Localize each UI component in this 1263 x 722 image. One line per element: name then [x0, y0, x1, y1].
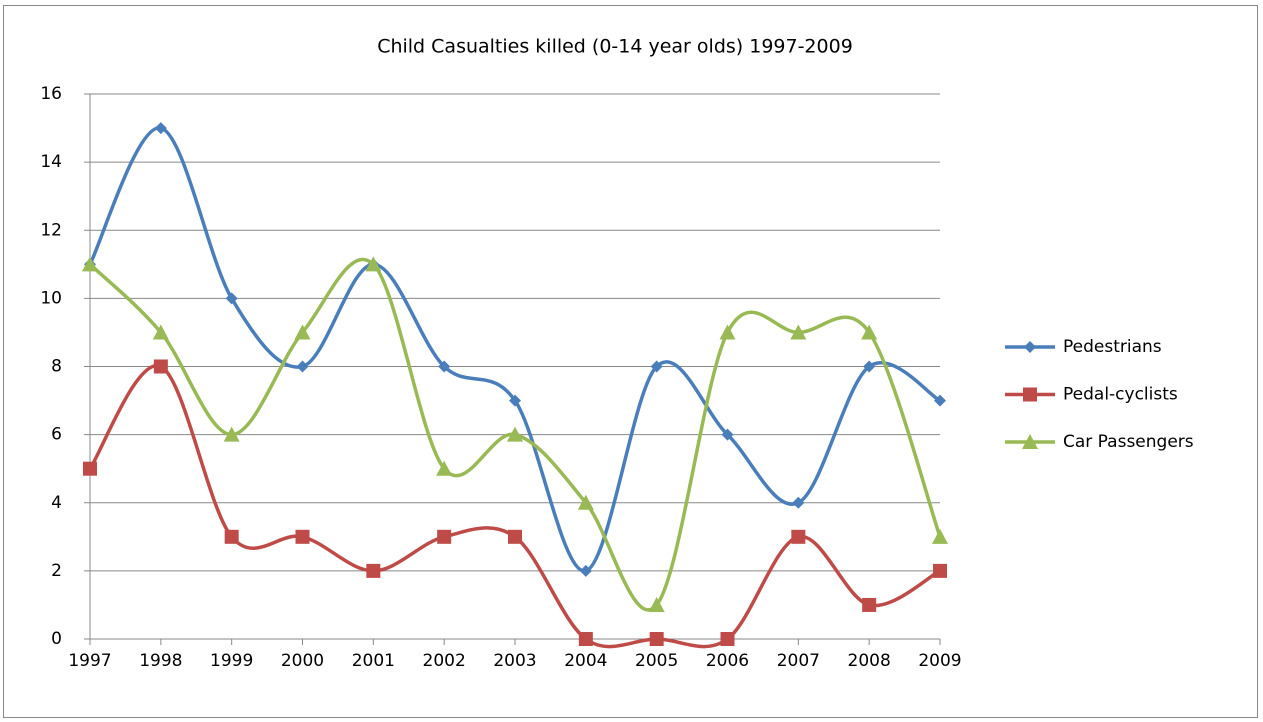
data-point	[863, 360, 876, 373]
data-point	[365, 256, 382, 272]
data-point	[721, 428, 734, 441]
data-point	[720, 632, 735, 646]
x-tick-label: 2007	[777, 651, 820, 671]
x-tick-label: 2004	[564, 651, 607, 671]
data-point	[578, 632, 593, 646]
data-point	[507, 426, 523, 442]
y-tick-label: 12	[40, 220, 62, 240]
data-point	[152, 324, 169, 340]
legend-label: Pedestrians	[1063, 337, 1162, 357]
data-point	[648, 596, 665, 612]
y-tick-label: 2	[51, 561, 62, 581]
data-point	[225, 292, 238, 305]
data-point	[224, 529, 239, 544]
data-point	[366, 563, 381, 578]
data-point	[791, 529, 806, 544]
data-point	[82, 256, 98, 272]
y-tick-label: 4	[51, 493, 62, 513]
y-tick-label: 6	[51, 425, 62, 445]
x-tick-label: 2009	[918, 651, 961, 671]
x-tick-label: 2006	[706, 651, 749, 671]
data-point	[579, 564, 592, 577]
data-point	[577, 494, 594, 510]
x-tick-label: 1998	[139, 651, 182, 671]
x-tick-label: 2000	[281, 651, 324, 671]
data-point	[861, 324, 878, 340]
x-tick-label: 2001	[352, 651, 395, 671]
x-tick-label: 2005	[635, 651, 678, 671]
x-tick-label: 2003	[493, 651, 536, 671]
data-point	[933, 563, 947, 578]
x-tick-label: 1999	[210, 651, 253, 671]
x-tick-label: 2002	[423, 651, 466, 671]
legend-label: Pedal-cyclists	[1063, 385, 1178, 405]
data-point	[932, 528, 948, 544]
data-point	[436, 460, 453, 476]
data-point	[295, 529, 310, 544]
data-point	[296, 360, 309, 373]
data-point	[719, 324, 736, 340]
y-tick-label: 14	[40, 152, 62, 172]
x-tick-label: 2008	[848, 651, 891, 671]
data-point	[154, 122, 167, 135]
legend-marker	[1022, 434, 1038, 449]
chart-frame	[3, 5, 1258, 718]
legend-marker	[1024, 341, 1036, 353]
data-point	[509, 394, 521, 407]
data-point	[862, 597, 877, 612]
y-tick-label: 10	[40, 288, 62, 308]
chart-title: Child Casualties killed (0-14 year olds)…	[377, 36, 853, 58]
data-point	[153, 359, 168, 374]
legend-marker	[1023, 387, 1037, 402]
legend-label: Car Passengers	[1063, 432, 1194, 452]
data-point	[438, 360, 451, 373]
y-tick-label: 0	[51, 629, 62, 649]
data-point	[934, 394, 946, 407]
data-point	[508, 529, 522, 544]
y-tick-label: 16	[40, 84, 62, 104]
data-point	[294, 324, 311, 340]
data-point	[83, 461, 97, 476]
x-tick-label: 1997	[68, 651, 111, 671]
data-point	[649, 632, 664, 646]
data-point	[437, 529, 452, 544]
y-tick-label: 8	[51, 357, 62, 377]
data-point	[792, 496, 805, 509]
data-point	[790, 324, 807, 340]
data-point	[650, 360, 663, 373]
data-point	[223, 426, 240, 442]
